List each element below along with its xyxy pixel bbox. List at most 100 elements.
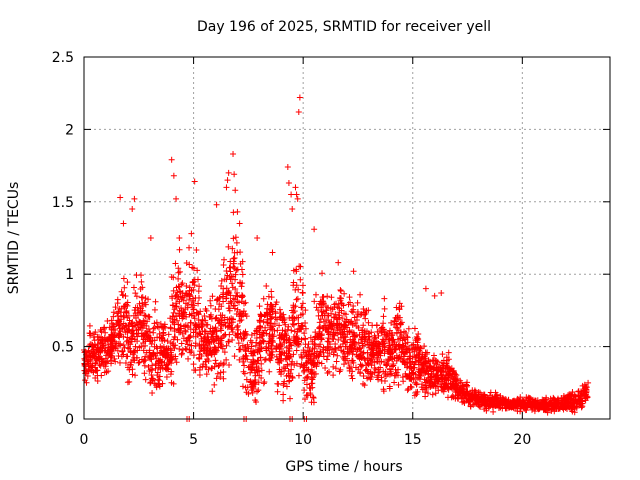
data-point — [247, 348, 254, 355]
data-point — [133, 327, 140, 334]
data-point — [230, 260, 237, 267]
data-point — [213, 314, 220, 321]
data-point — [368, 362, 375, 369]
data-point — [386, 385, 393, 392]
data-point — [86, 322, 93, 329]
data-point — [335, 312, 342, 319]
data-point — [384, 361, 391, 368]
data-point — [234, 293, 241, 300]
data-point — [302, 341, 309, 348]
axis-ticks: 0 5 10 15 20 0 0.5 1 1.5 2 2.5 — [52, 50, 610, 448]
data-point — [285, 179, 292, 186]
data-point — [301, 377, 308, 384]
data-point — [385, 357, 392, 364]
data-point — [169, 318, 176, 325]
data-point — [354, 299, 361, 306]
data-point — [298, 336, 305, 343]
data-point — [164, 338, 171, 345]
data-point — [245, 390, 252, 397]
data-point — [92, 329, 99, 336]
data-point — [317, 341, 324, 348]
data-point — [149, 390, 156, 397]
data-point — [360, 342, 367, 349]
data-point — [287, 395, 294, 402]
data-point — [312, 370, 319, 377]
data-point — [85, 347, 92, 354]
data-point — [298, 322, 305, 329]
data-point — [248, 366, 255, 373]
data-point — [269, 308, 276, 315]
data-point — [274, 359, 281, 366]
data-point — [330, 363, 337, 370]
data-point — [220, 375, 227, 382]
data-point — [231, 353, 238, 360]
data-point — [219, 312, 226, 319]
data-point — [413, 381, 420, 388]
data-point — [332, 311, 339, 318]
data-point — [531, 397, 538, 404]
data-point — [252, 381, 259, 388]
data-point — [186, 244, 193, 251]
data-point — [380, 313, 387, 320]
data-point — [391, 346, 398, 353]
data-point — [303, 381, 310, 388]
data-point — [280, 397, 287, 404]
data-point — [230, 302, 237, 309]
data-point — [258, 367, 265, 374]
data-point — [276, 306, 283, 313]
data-point — [124, 344, 131, 351]
data-point — [229, 284, 236, 291]
x-tick-label: 0 — [80, 432, 89, 448]
data-point — [179, 280, 186, 287]
data-point — [111, 338, 118, 345]
data-point — [160, 332, 167, 339]
data-point — [115, 318, 122, 325]
data-point — [367, 370, 374, 377]
data-point — [308, 367, 315, 374]
data-point — [568, 392, 575, 399]
data-point — [291, 315, 298, 322]
data-point — [139, 294, 146, 301]
data-point — [110, 313, 117, 320]
data-point — [234, 266, 241, 273]
data-point — [550, 394, 557, 401]
data-point — [97, 337, 104, 344]
x-tick-label: 10 — [294, 432, 312, 448]
data-point — [165, 331, 172, 338]
data-point — [277, 342, 284, 349]
data-point — [171, 328, 178, 335]
data-point — [223, 184, 230, 191]
data-point — [450, 378, 457, 385]
data-point — [239, 293, 246, 300]
data-point — [140, 347, 147, 354]
data-point — [325, 338, 332, 345]
data-point — [195, 294, 202, 301]
data-point — [299, 323, 306, 330]
data-point — [339, 315, 346, 322]
data-point — [407, 374, 414, 381]
data-point — [256, 303, 263, 310]
data-point — [360, 322, 367, 329]
data-point — [142, 313, 149, 320]
data-point — [415, 336, 422, 343]
data-point — [103, 359, 110, 366]
data-point — [291, 362, 298, 369]
data-point — [342, 318, 349, 325]
data-point — [348, 372, 355, 379]
data-point — [412, 389, 419, 396]
data-point — [116, 325, 123, 332]
data-point — [235, 299, 242, 306]
data-point — [156, 383, 163, 390]
data-point — [173, 303, 180, 310]
data-point — [405, 325, 412, 332]
data-point — [325, 335, 332, 342]
data-point — [131, 195, 138, 202]
data-point — [159, 380, 166, 387]
data-point — [191, 282, 198, 289]
data-point — [132, 290, 139, 297]
data-point — [133, 293, 140, 300]
data-point — [384, 371, 391, 378]
data-point — [314, 359, 321, 366]
data-point — [459, 382, 466, 389]
data-point — [344, 324, 351, 331]
